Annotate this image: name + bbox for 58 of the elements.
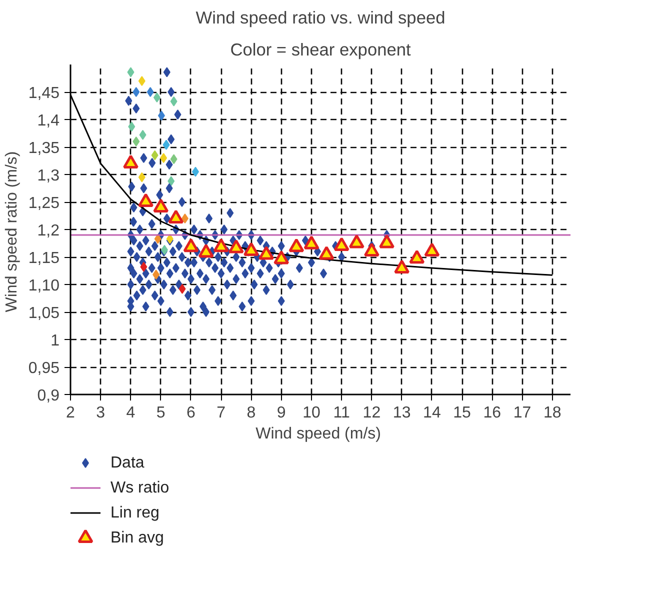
point [364,242,380,257]
legend-label: Data [110,454,144,472]
x-tick-label: 8 [246,404,256,422]
y-tick-label: 1,4 [37,112,60,130]
point [198,244,214,258]
y-tick-label: 1,10 [28,278,60,294]
point [274,250,290,264]
chart-subtitle: Color = shear exponent [230,40,411,60]
y-tick-label: 1,2 [37,222,60,240]
point [379,234,395,248]
x-tick-label: 13 [392,404,411,422]
x-tick-label: 18 [544,404,562,422]
x-tick-label: 14 [423,404,441,422]
point [318,246,334,260]
x-tick-label: 2 [66,404,76,422]
y-tick-label: 1,15 [28,250,60,267]
point [409,250,425,264]
y-tick-label: 0,9 [37,388,60,404]
point [168,210,184,224]
point [288,238,304,252]
chart-title: Wind speed ratio vs. wind speed [196,8,446,28]
legend-label: Bin avg [110,530,164,546]
x-axis-title: Wind speed (m/s) [256,426,381,442]
point [213,238,229,252]
y-tick-label: 1,45 [28,85,60,102]
x-tick-label: 17 [513,404,532,422]
x-tick-label: 10 [302,404,320,422]
point [228,239,244,254]
x-tick-label: 6 [186,404,196,422]
point [243,242,259,256]
point [183,238,199,252]
point [348,234,364,248]
y-tick-label: 1,05 [28,305,60,322]
legend-label: Ws ratio [110,480,170,496]
y-axis-title: Wind speed ratio (m/s) [3,151,20,312]
y-tick-label: 0,95 [28,360,60,377]
point [424,242,440,257]
y-tick-label: 1,3 [37,168,60,184]
point [153,198,169,213]
point [138,193,154,208]
x-tick-label: 11 [333,404,350,422]
point [394,260,410,274]
x-tick-label: 12 [362,404,381,422]
y-tick-label: 1,25 [28,195,60,212]
x-tick-label: 16 [483,404,502,422]
x-tick-label: 4 [126,404,136,422]
y-tick-label: 1,35 [28,140,60,157]
point [258,246,274,260]
x-tick-label: 5 [156,404,166,422]
x-tick-label: 9 [276,404,286,422]
point [304,236,320,250]
point [334,237,350,252]
point [122,154,138,169]
y-tick-label: 1 [50,332,60,350]
x-tick-label: 15 [453,404,472,422]
x-tick-label: 7 [216,404,226,422]
x-tick-label: 3 [96,404,106,422]
legend-label: Lin reg [110,504,160,522]
